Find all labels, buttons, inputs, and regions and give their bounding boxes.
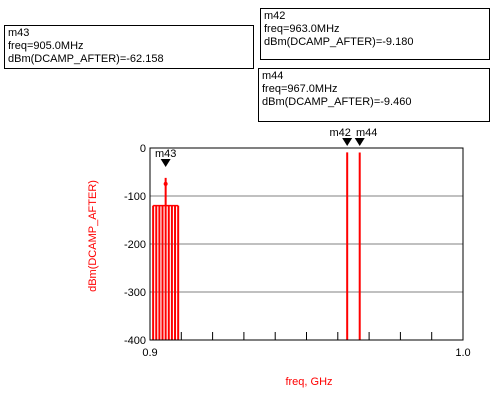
y-tick-label: -400 xyxy=(124,335,146,347)
markers-layer: m43 m42 m44 xyxy=(155,127,377,186)
grid-layer xyxy=(150,195,463,293)
marker-value: dBm(DCAMP_AFTER)=-9.460 xyxy=(262,96,412,108)
marker-label: m43 xyxy=(155,148,176,160)
marker-freq: freq=963.0MHz xyxy=(264,23,340,35)
y-tick-label: -300 xyxy=(124,287,146,299)
x-tick-label: 1.0 xyxy=(455,347,470,359)
marker-name: m42 xyxy=(264,10,286,22)
marker-readout-m43: m43 freq=905.0MHz dBm(DCAMP_AFTER)=-62.1… xyxy=(4,25,254,69)
marker-triangle-icon xyxy=(160,159,171,167)
marker-name: m43 xyxy=(8,27,30,39)
marker-value: dBm(DCAMP_AFTER)=-9.180 xyxy=(264,36,414,48)
marker-label: m44 xyxy=(356,127,377,139)
y-axis-label: dBm(DCAMP_AFTER) xyxy=(87,180,99,292)
marker-readout-m44: m44 freq=967.0MHz dBm(DCAMP_AFTER)=-9.46… xyxy=(258,68,490,122)
y-tick-label: -200 xyxy=(124,239,146,251)
marker-name: m44 xyxy=(262,70,284,82)
bars-layer xyxy=(152,152,361,340)
marker-freq: freq=967.0MHz xyxy=(262,83,338,95)
x-axis-label: freq, GHz xyxy=(285,376,332,388)
marker-point xyxy=(163,181,168,186)
marker-value: dBm(DCAMP_AFTER)=-62.158 xyxy=(8,53,164,65)
y-tick-label: -100 xyxy=(124,191,146,203)
y-tick-label: 0 xyxy=(140,143,146,155)
marker-freq: freq=905.0MHz xyxy=(8,40,84,52)
marker-readout-m42: m42 freq=963.0MHz dBm(DCAMP_AFTER)=-9.18… xyxy=(260,8,490,60)
marker-triangle-icon xyxy=(354,138,365,146)
marker-triangle-icon xyxy=(342,138,353,146)
marker-label: m42 xyxy=(329,127,350,139)
x-tick-label: 0.9 xyxy=(142,347,157,359)
